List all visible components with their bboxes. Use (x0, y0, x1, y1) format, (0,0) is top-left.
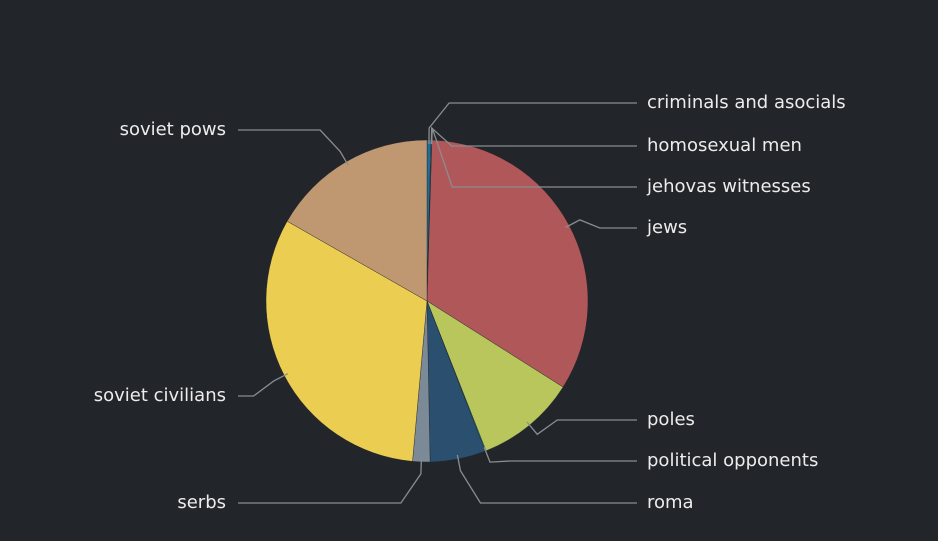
slice-label: poles (647, 409, 695, 430)
leader-line (431, 127, 637, 188)
slice-label: roma (647, 492, 694, 513)
leader-line (565, 219, 637, 229)
leader-line (483, 446, 637, 463)
slice-label: criminals and asocials (647, 92, 846, 113)
slice-label: soviet civilians (94, 385, 226, 406)
leader-line (430, 126, 637, 147)
leader-line (238, 457, 423, 504)
slice-label: political opponents (647, 450, 818, 471)
leader-line (456, 454, 637, 504)
slice-label: jews (646, 217, 687, 238)
leader-line (238, 129, 349, 166)
leader-line (428, 102, 637, 145)
slice-label: homosexual men (647, 135, 802, 156)
slice-label: soviet pows (120, 119, 226, 140)
slice-label: jehovas witnesses (646, 176, 811, 197)
leader-line (526, 419, 637, 436)
leader-line (238, 373, 289, 397)
slice-label: serbs (177, 492, 226, 513)
